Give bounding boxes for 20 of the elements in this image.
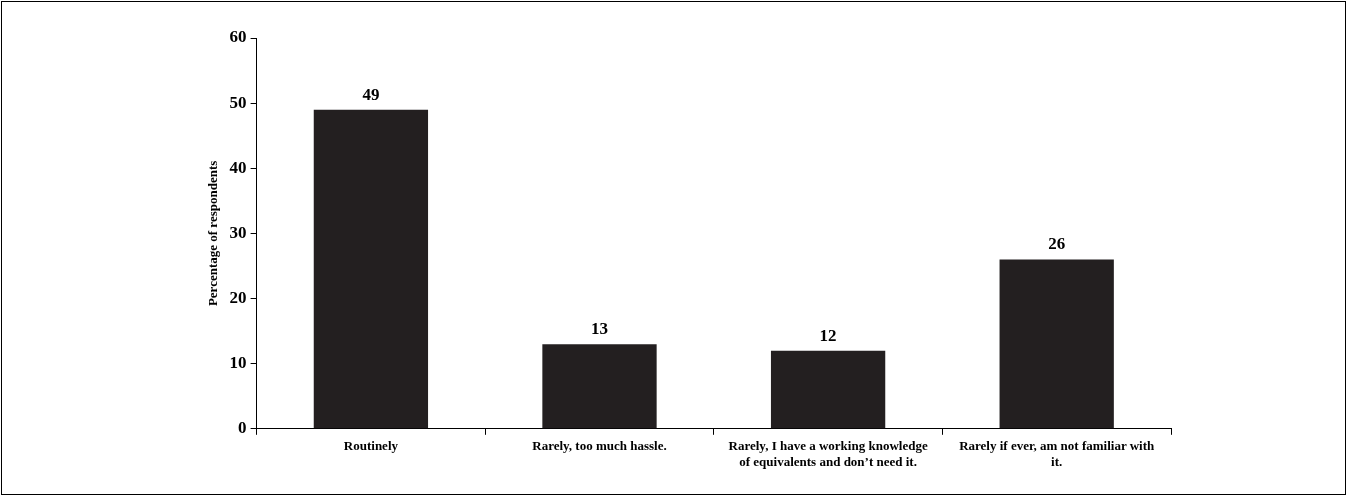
bar	[770, 350, 886, 429]
y-tick-label: 40	[229, 157, 247, 177]
data-label: 26	[1048, 234, 1066, 254]
data-label: 13	[591, 319, 608, 339]
x-tick-label: Rarely, too much hassle.	[532, 437, 667, 453]
x-tick-label: Routinely	[343, 437, 399, 453]
data-label: 12	[819, 325, 837, 345]
x-tick-label: Rarely, I have a working knowledge of equivalents and don’t need it.	[728, 437, 928, 469]
data-label: 49	[362, 84, 380, 104]
bar	[313, 109, 429, 429]
y-tick-label: 10	[229, 353, 247, 373]
y-axis-title: Percentage of respondents	[205, 160, 221, 307]
bar	[542, 344, 657, 429]
y-tick-label: 30	[229, 222, 247, 242]
y-tick-label: 50	[229, 92, 247, 112]
x-tick-label: Rarely if ever, am not familiar with it.	[959, 437, 1156, 469]
y-tick-label: 0	[238, 418, 247, 438]
y-tick-label: 60	[229, 27, 247, 47]
y-tick-label: 20	[229, 287, 247, 307]
bar	[999, 259, 1114, 429]
